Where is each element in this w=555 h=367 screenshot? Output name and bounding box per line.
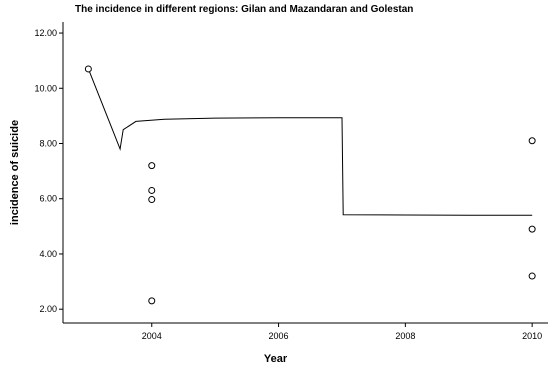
fit-line-group [87, 68, 533, 216]
x-tick-label: 2010 [522, 331, 542, 341]
x-axis-title: Year [264, 353, 288, 365]
y-tick-label: 2.00 [39, 304, 57, 314]
data-point [148, 162, 156, 170]
data-point [84, 65, 92, 73]
data-point [528, 225, 536, 233]
y-tick-label: 12.00 [34, 28, 57, 38]
y-tick-label: 6.00 [39, 194, 57, 204]
y-axis-title: incidence of suicide [9, 120, 21, 225]
data-point [148, 297, 156, 305]
axes [62, 22, 548, 324]
data-point [528, 137, 536, 145]
x-tick-label: 2004 [142, 331, 162, 341]
data-point [528, 272, 536, 280]
y-tick-label: 4.00 [39, 249, 57, 259]
data-point [148, 196, 156, 204]
y-tick-label: 8.00 [39, 139, 57, 149]
axis-ticks: 2.00 4.00 6.00 8.00 10.00 12.00 2004 2006 2008 20… [34, 28, 542, 341]
x-tick-label: 2006 [269, 331, 289, 341]
y-tick-label: 10.00 [34, 83, 57, 93]
data-points [84, 65, 536, 305]
data-point [148, 186, 156, 194]
chart-title: The incidence in different regions: Gila… [75, 4, 414, 15]
fit-line [87, 68, 533, 216]
x-tick-label: 2008 [395, 331, 415, 341]
